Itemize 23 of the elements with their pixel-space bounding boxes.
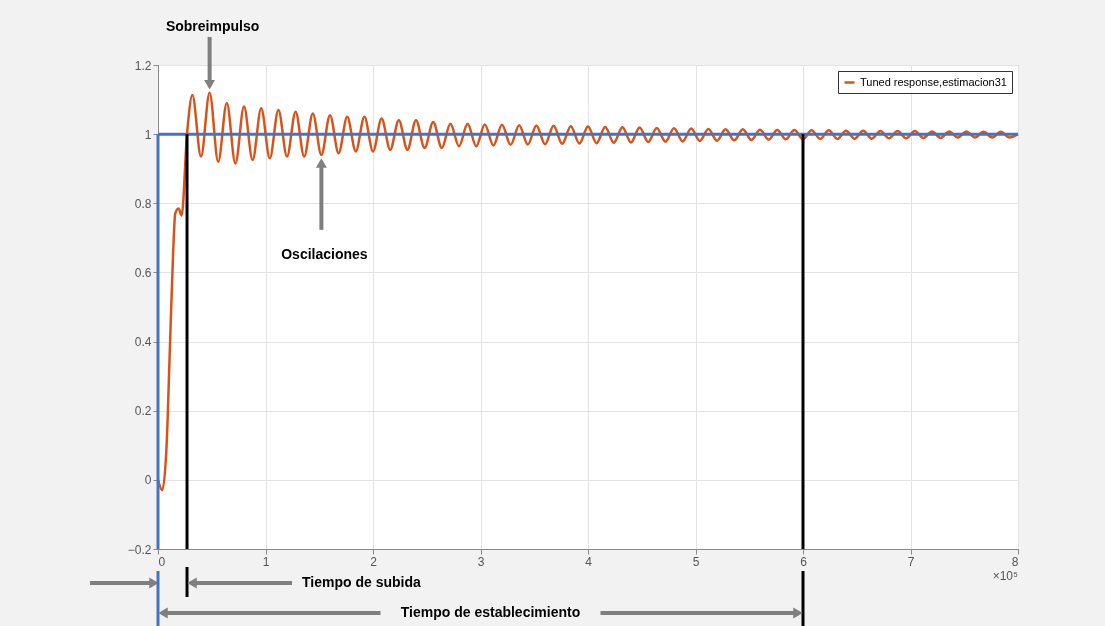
text: Tiempo de establecimiento	[400, 604, 581, 620]
y-tick-label: 0.4	[134, 335, 152, 350]
y-tick-label: 0.2	[134, 404, 152, 419]
x-tick-label: 4	[585, 554, 593, 569]
x-tick-label: 7	[907, 554, 915, 569]
ref-line-label: Tiempo de subida	[302, 574, 421, 590]
x-tick-label: 1	[262, 554, 270, 569]
x-tick-label: 5	[692, 554, 700, 569]
y-tick-label: 1.2	[134, 58, 152, 73]
annotation: Sobreimpulso	[165, 18, 260, 34]
y-tick-label: 0	[144, 473, 152, 488]
y-tick-label: 1	[144, 127, 152, 142]
x-tick-label: 8	[1011, 554, 1019, 569]
x-tick-label: 6	[800, 554, 808, 569]
y-tick-label: 0.6	[134, 265, 152, 280]
x-tick-label: 2	[370, 554, 378, 569]
x-tick-label: 0	[158, 554, 166, 569]
annotation: Oscilaciones	[281, 245, 368, 262]
y-tick-label: −0.2	[127, 542, 152, 557]
x-axis-title: ×10⁵	[992, 569, 1019, 583]
y-tick-label: 0.8	[134, 196, 152, 211]
legend-label: Tuned response,estimacion31	[860, 75, 1007, 88]
x-tick-label: 3	[477, 554, 485, 569]
